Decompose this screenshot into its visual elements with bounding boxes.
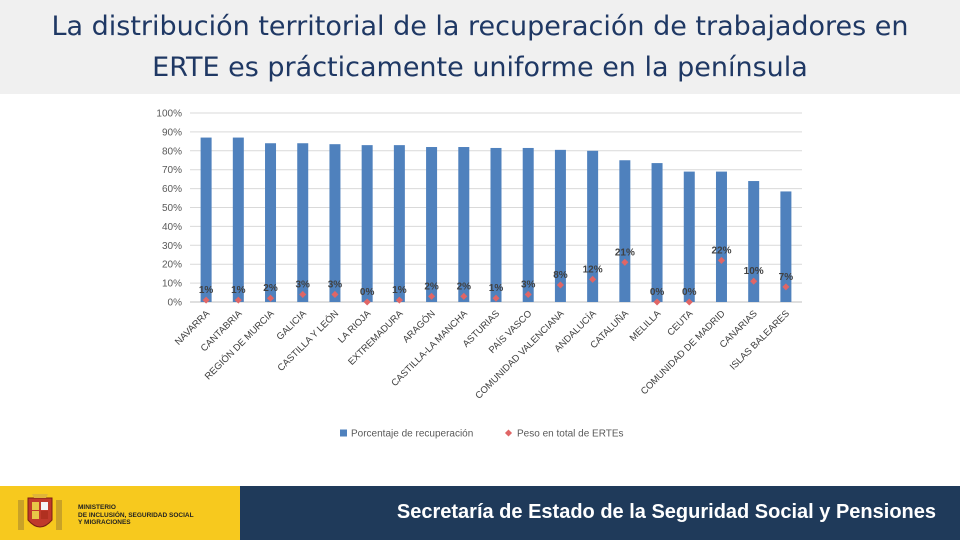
header-band: La distribución territorial de la recupe…: [0, 0, 960, 94]
bar: [522, 147, 534, 302]
secretaria-label: Secretaría de Estado de la Seguridad Soc…: [396, 501, 936, 523]
marker-point: [395, 296, 403, 304]
marker-point: [428, 292, 436, 300]
y-tick-label: 40%: [162, 222, 182, 233]
y-tick-label: 100%: [156, 109, 182, 120]
footer-logo-area: MINISTERIO DE INCLUSIÓN, SEGURIDAD SOCIA…: [0, 486, 240, 540]
bar: [490, 147, 502, 302]
marker-point: [492, 294, 500, 302]
marker-data-label: 2%: [457, 281, 472, 292]
chart-legend: Porcentaje de recuperación Peso en total …: [340, 429, 624, 440]
marker-point: [589, 275, 597, 283]
bar: [715, 171, 727, 302]
marker-data-label: 2%: [263, 283, 278, 294]
y-tick-label: 50%: [162, 203, 182, 214]
bar: [200, 137, 212, 302]
bar: [361, 145, 373, 302]
marker-data-label: 1%: [489, 283, 504, 294]
y-tick-label: 80%: [162, 146, 182, 157]
y-tick-label: 20%: [162, 260, 182, 271]
bar: [329, 144, 341, 302]
y-tick-label: 60%: [162, 184, 182, 195]
marker-point: [621, 258, 629, 266]
bar: [426, 147, 438, 302]
marker-data-label: 3%: [328, 279, 343, 290]
x-tick-label: CASTILLA Y LEÓN: [276, 308, 342, 374]
marker-data-label: 3%: [296, 279, 311, 290]
marker-data-label: 21%: [615, 247, 635, 258]
y-tick-label: 30%: [162, 241, 182, 252]
ministry-name: MINISTERIO DE INCLUSIÓN, SEGURIDAD SOCIA…: [78, 504, 194, 526]
marker-data-label: 0%: [682, 287, 697, 298]
slide-title: La distribución territorial de la recupe…: [20, 6, 940, 88]
legend-marker-label: Peso en total de ERTEs: [517, 429, 624, 440]
bar: [748, 181, 760, 302]
marker-data-label: 7%: [779, 272, 794, 283]
marker-point: [266, 294, 275, 302]
legend-bar-label: Porcentaje de recuperación: [351, 429, 473, 440]
y-tick-label: 90%: [162, 127, 182, 138]
bar: [297, 143, 309, 302]
y-tick-label: 10%: [162, 279, 182, 290]
legend-bar-swatch: [340, 429, 347, 437]
marker-point: [234, 296, 242, 304]
marker-point: [556, 281, 564, 289]
x-tick-label: MELILLA: [628, 308, 664, 344]
coat-of-arms-icon: [18, 494, 62, 530]
bar: [458, 147, 470, 302]
marker-point: [460, 292, 468, 300]
bar: [554, 149, 566, 302]
y-tick-label: 0%: [168, 298, 183, 309]
marker-data-label: 1%: [231, 285, 246, 296]
marker-data-label: 2%: [424, 281, 439, 292]
marker-data-label: 0%: [360, 287, 375, 298]
marker-point: [363, 298, 371, 306]
marker-data-label: 12%: [583, 264, 603, 275]
x-tick-label: ISLAS BALEARES: [728, 308, 792, 372]
bar: [683, 171, 695, 302]
marker-point: [524, 290, 532, 298]
y-tick-label: 70%: [162, 165, 182, 176]
x-tick-label: EXTREMADURA: [346, 308, 406, 368]
bar: [780, 191, 792, 302]
marker-point: [202, 296, 210, 304]
footer-band: Secretaría de Estado de la Seguridad Soc…: [240, 486, 960, 540]
bar: [651, 163, 663, 302]
title-line-2: ERTE es prácticamente uniforme en la pen…: [152, 52, 808, 83]
bar: [265, 143, 277, 302]
recovery-chart: 0% 10% 20% 30% 40% 50% 60% 70% 80% 90% 100% 1% 1% 2%…: [156, 109, 802, 440]
marker-series: 1% 1% 2% 3% 3% 0% 1% 2% 2% 1% 3% 8% 12% 21% 0% 0% 22% 10%…: [199, 245, 794, 306]
title-line-1: La distribución territorial de la recupe…: [51, 11, 909, 42]
bar: [232, 137, 244, 302]
bar: [393, 145, 405, 302]
marker-point: [717, 256, 726, 264]
marker-data-label: 3%: [521, 279, 536, 290]
marker-point: [653, 298, 661, 306]
marker-data-label: 8%: [553, 270, 568, 281]
marker-data-label: 22%: [711, 245, 731, 256]
marker-point: [685, 298, 693, 306]
marker-point: [331, 290, 339, 298]
marker-data-label: 1%: [392, 285, 407, 296]
marker-data-label: 1%: [199, 285, 214, 296]
marker-point: [299, 290, 307, 298]
marker-data-label: 10%: [744, 266, 764, 277]
marker-data-label: 0%: [650, 287, 665, 298]
marker-point: [750, 277, 758, 285]
bar-series: [200, 137, 792, 302]
marker-point: [782, 283, 790, 291]
bar: [619, 160, 631, 302]
bar: [587, 150, 599, 302]
legend-marker-swatch: [504, 429, 513, 437]
y-axis: 0% 10% 20% 30% 40% 50% 60% 70% 80% 90% 100%: [156, 109, 182, 309]
x-tick-label: CEUTA: [665, 308, 696, 339]
